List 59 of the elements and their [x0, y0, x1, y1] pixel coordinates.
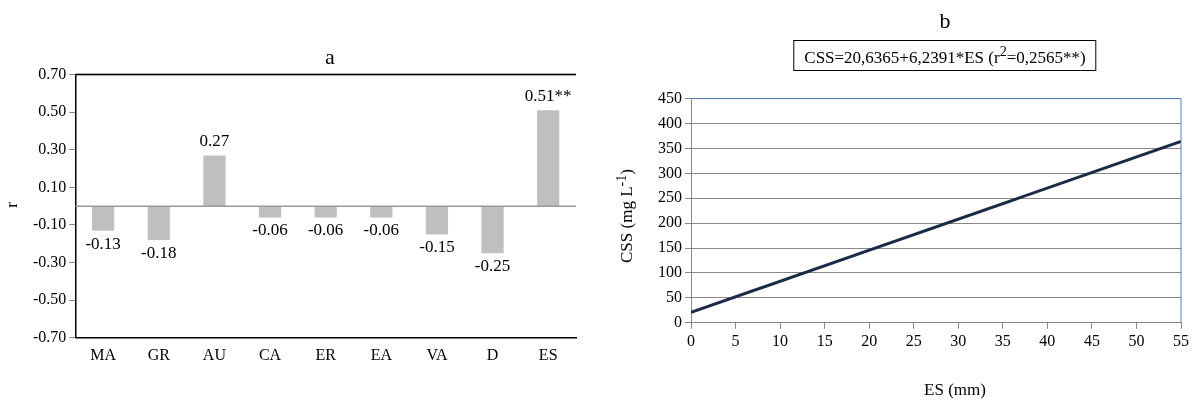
data-label: -0.06 — [363, 220, 400, 240]
bar — [147, 206, 170, 241]
x-tick-label: 55 — [1173, 331, 1189, 349]
bar — [92, 206, 115, 231]
x-tick-label: 30 — [950, 331, 967, 349]
data-label: -0.06 — [252, 220, 288, 240]
x-tick-label: 25 — [905, 331, 922, 349]
x-tick-label: 10 — [772, 331, 789, 349]
y-tick-label: 200 — [658, 213, 682, 231]
x-tick-label: VA — [426, 345, 448, 363]
y-tick-label: 100 — [658, 263, 682, 281]
x-tick-label: ER — [315, 345, 337, 363]
y-tick-label: 0.10 — [38, 177, 67, 195]
x-tick-label: 5 — [731, 331, 740, 349]
data-label: 0.51** — [524, 86, 572, 106]
y-tick-label: 400 — [658, 113, 682, 131]
y-tick-label: 300 — [658, 163, 682, 181]
data-label: 0.27 — [199, 131, 230, 151]
y-tick-label: 150 — [658, 238, 682, 256]
x-tick-label: 15 — [816, 331, 833, 349]
y-tick-label: -0.50 — [33, 290, 67, 308]
x-tick-label: D — [486, 345, 499, 363]
y-tick-label: -0.10 — [33, 215, 67, 233]
bar — [203, 155, 226, 207]
bar — [481, 206, 504, 254]
x-tick-label: EA — [370, 345, 393, 363]
data-label: -0.18 — [141, 243, 177, 263]
y-tick-label: 0.50 — [38, 102, 67, 120]
data-label: -0.06 — [307, 220, 344, 240]
bar — [537, 110, 560, 207]
x-tick-label: 45 — [1083, 331, 1100, 349]
y-tick-label: -0.70 — [33, 328, 67, 345]
data-label: -0.15 — [419, 237, 455, 257]
data-label: -0.13 — [85, 233, 121, 253]
x-tick-label: 35 — [994, 331, 1011, 349]
y-tick-label: 250 — [658, 188, 682, 206]
chart-subtitle: CSS=20,6365+6,2391*ES (r$^{2}$=0,2565**) — [793, 40, 1097, 71]
data-label: -0.25 — [474, 256, 511, 276]
y-axis-title: r — [2, 201, 22, 208]
y-tick-label: 0.30 — [38, 140, 67, 157]
x-tick-label: MA — [90, 345, 117, 363]
y-tick-label: 350 — [658, 138, 682, 156]
x-tick-label: GR — [147, 345, 171, 363]
x-tick-label: AU — [202, 345, 227, 363]
x-axis-title: ES (mm) — [924, 380, 986, 400]
y-tick-label: 0.70 — [38, 64, 67, 82]
y-tick-label: 50 — [666, 288, 682, 306]
y-tick-label: -0.30 — [33, 252, 67, 270]
y-tick-label: 0 — [674, 313, 682, 330]
x-tick-label: 0 — [687, 331, 695, 349]
x-tick-label: CA — [258, 345, 282, 363]
chart-title: a — [324, 44, 336, 70]
y-tick-label: 450 — [658, 88, 682, 106]
chart-title: b — [938, 8, 952, 34]
bar — [425, 206, 449, 235]
x-tick-label: ES — [538, 345, 558, 363]
x-tick-label: 50 — [1128, 331, 1145, 349]
x-tick-label: 40 — [1039, 331, 1056, 349]
x-tick-label: 20 — [861, 331, 878, 349]
